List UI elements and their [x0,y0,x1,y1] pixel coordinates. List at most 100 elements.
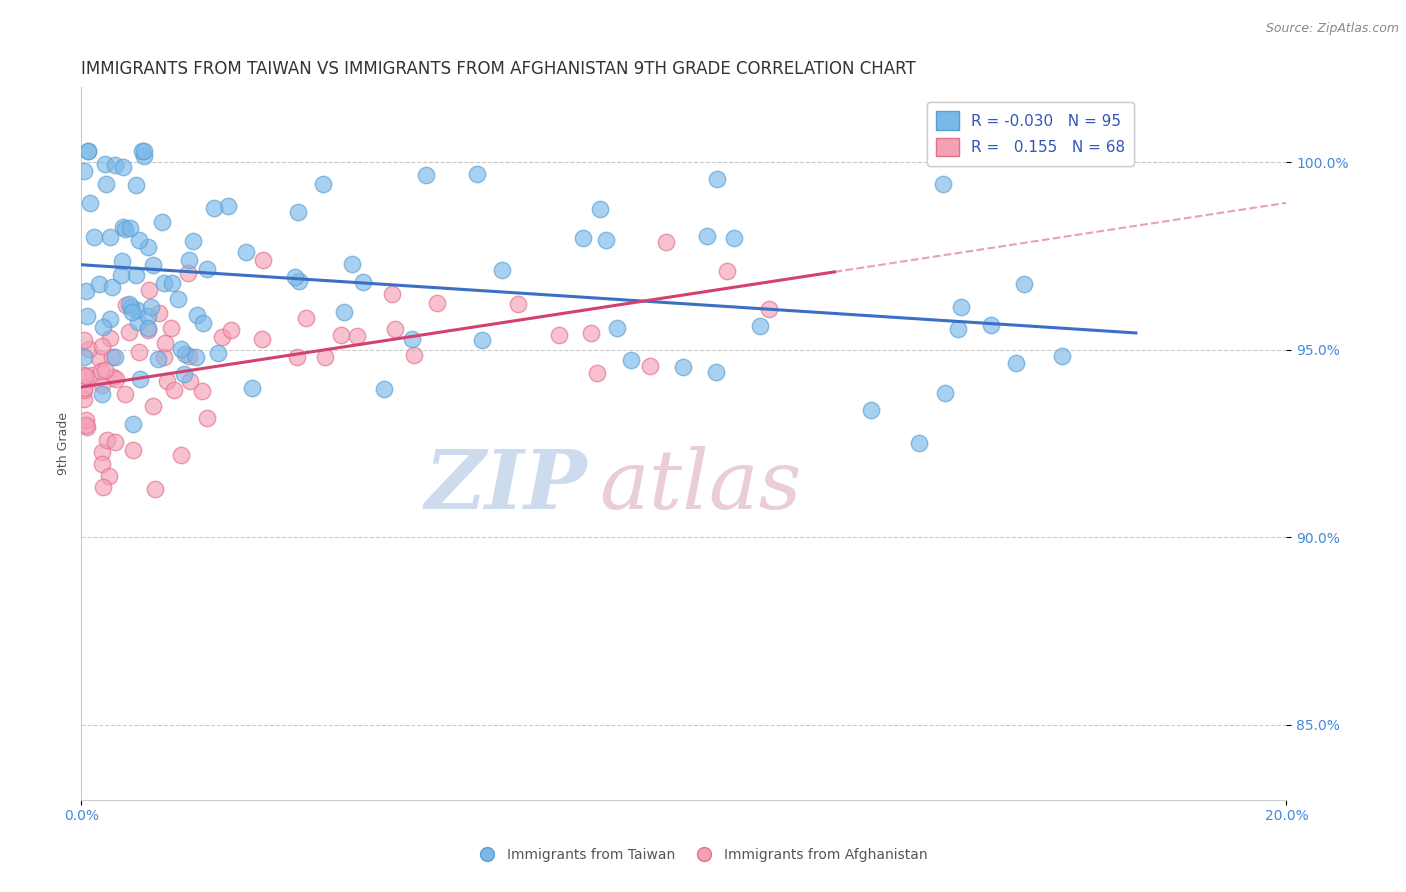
Point [401,332,423,346]
Point [73,164,96,178]
Point [134,145,156,159]
Point [723,231,745,245]
Point [96,434,118,448]
Point [706,172,728,186]
Point [114,387,136,401]
Point [173,367,195,381]
Point [90,445,112,459]
Point [90,364,112,378]
Point [152,214,174,228]
Point [314,350,336,364]
Point [332,304,354,318]
Point [138,284,160,298]
Point [162,277,184,291]
Point [167,292,190,306]
Text: atlas: atlas [599,446,801,526]
Point [131,145,153,159]
Point [285,351,308,365]
Point [118,221,141,235]
Point [153,335,176,350]
Point [127,315,149,329]
Point [160,321,183,335]
Point [124,268,146,282]
Point [571,230,593,244]
Point [80,368,103,382]
Point [980,318,1002,332]
Point [758,301,780,316]
Point [284,269,307,284]
Point [94,157,117,171]
Point [312,177,335,191]
Point [136,239,159,253]
Point [384,322,406,336]
Point [1012,277,1035,292]
Point [295,310,318,325]
Point [250,332,273,346]
Point [104,435,127,450]
Point [287,205,309,219]
Point [112,160,135,174]
Point [146,351,169,366]
Point [696,229,718,244]
Point [174,347,197,361]
Point [94,178,117,192]
Point [948,322,970,336]
Point [202,201,225,215]
Point [186,308,208,322]
Point [117,325,139,339]
Point [415,168,437,182]
Point [547,328,569,343]
Point [932,178,955,192]
Point [252,253,274,268]
Point [75,368,97,383]
Point [1050,349,1073,363]
Point [76,310,98,324]
Point [90,457,112,471]
Point [101,350,124,364]
Point [120,301,142,315]
Point [346,329,368,343]
Point [471,333,494,347]
Point [121,305,143,319]
Point [77,145,100,159]
Point [426,296,449,310]
Point [240,380,263,394]
Point [195,411,218,425]
Point [79,195,101,210]
Point [934,386,956,401]
Point [219,323,242,337]
Point [211,330,233,344]
Point [121,443,143,458]
Point [908,436,931,450]
Point [114,222,136,236]
Text: ZIP: ZIP [425,446,588,526]
Point [77,145,100,159]
Point [704,365,727,379]
Point [91,387,114,401]
Point [104,372,127,386]
Point [179,349,201,363]
Point [671,359,693,374]
Point [207,345,229,359]
Point [491,263,513,277]
Point [950,300,973,314]
Point [579,326,602,341]
Point [110,268,132,283]
Point [195,261,218,276]
Point [138,323,160,337]
Point [148,306,170,320]
Point [73,381,96,395]
Point [90,339,112,353]
Point [506,297,529,311]
Point [191,384,214,398]
Point [153,276,176,290]
Point [585,366,607,380]
Point [98,469,121,483]
Point [91,377,114,392]
Point [1004,356,1026,370]
Point [620,353,643,368]
Point [595,233,617,247]
Point [142,399,165,413]
Point [89,277,111,292]
Point [122,417,145,431]
